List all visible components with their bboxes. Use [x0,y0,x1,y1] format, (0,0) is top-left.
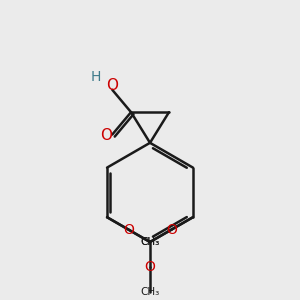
Text: O: O [123,223,134,237]
Text: O: O [166,223,177,237]
Text: O: O [106,78,118,93]
Text: CH₃: CH₃ [140,237,160,247]
Text: CH₃: CH₃ [140,237,160,247]
Text: O: O [145,260,155,274]
Text: H: H [91,70,101,84]
Text: CH₃: CH₃ [140,286,160,297]
Text: O: O [100,128,112,143]
